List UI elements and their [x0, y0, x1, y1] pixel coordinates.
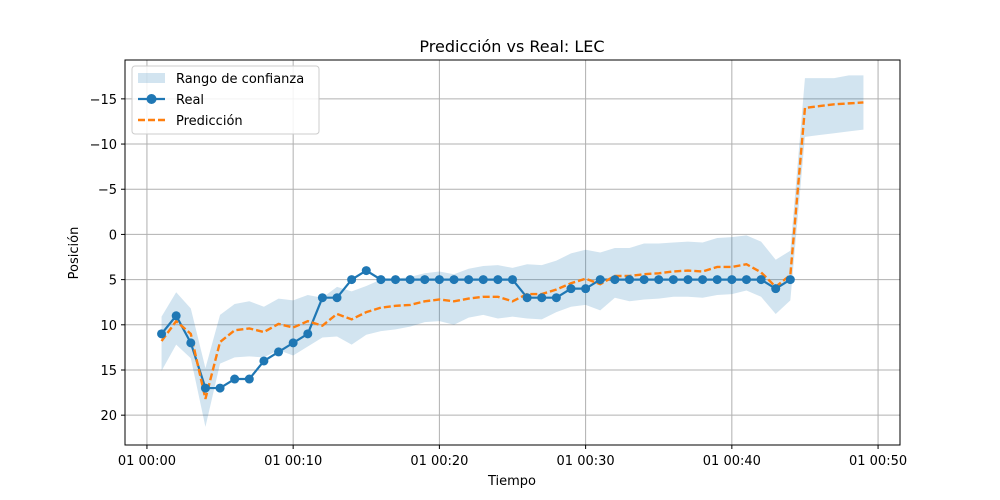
data-point-real [230, 374, 240, 384]
x-tick-label: 01 00:30 [557, 454, 615, 469]
x-tick-label: 01 00:00 [118, 454, 176, 469]
data-point-real [288, 338, 298, 348]
y-tick-label: −10 [90, 138, 117, 153]
data-point-real [683, 275, 693, 285]
data-point-real [332, 293, 342, 303]
x-tick-label: 01 00:10 [264, 454, 322, 469]
data-point-real [508, 275, 517, 285]
data-point-real [756, 275, 766, 285]
data-point-real [361, 266, 371, 276]
data-point-real [478, 275, 488, 285]
data-point-real [610, 275, 620, 285]
data-point-real [522, 293, 532, 303]
grid-lines [125, 60, 900, 445]
data-point-real [376, 275, 386, 285]
confidence-band-layer [161, 75, 864, 427]
legend-marker-real [146, 94, 157, 104]
data-point-real [391, 275, 401, 285]
data-point-real [595, 275, 605, 285]
plot-frame [124, 59, 901, 446]
data-point-real [566, 284, 576, 294]
y-tick-label: 0 [109, 228, 117, 243]
data-point-real [171, 311, 181, 321]
data-point-real [464, 275, 474, 285]
legend: Rango de confianza Real Predicción [131, 65, 320, 135]
data-point-real [771, 284, 781, 294]
data-point-real [347, 275, 357, 285]
data-point-real [537, 293, 547, 303]
y-tick-label: 20 [100, 409, 117, 424]
data-point-real [712, 275, 722, 285]
data-point-real [551, 293, 561, 303]
x-tick-label: 01 00:50 [849, 454, 907, 469]
x-axis-label: Tiempo [487, 474, 536, 489]
data-point-real [785, 275, 795, 285]
y-axis-ticks: −15 −10 −5 0 5 10 15 20 [90, 93, 125, 424]
legend-box [131, 65, 320, 135]
legend-label-band: Rango de confianza [176, 72, 304, 87]
y-tick-label: 15 [100, 364, 117, 379]
data-point-real [449, 275, 459, 285]
data-point-real [624, 275, 634, 285]
legend-label-real: Real [176, 93, 204, 108]
confidence-band [161, 75, 864, 427]
y-tick-label: −15 [90, 93, 117, 108]
data-point-real [186, 338, 196, 348]
data-point-real [727, 275, 737, 285]
legend-label-prediction: Predicción [176, 114, 243, 129]
y-axis-label: Posición [67, 227, 82, 280]
data-point-real [274, 347, 284, 357]
data-point-real [259, 356, 269, 366]
x-tick-label: 01 00:40 [703, 454, 761, 469]
data-point-real [244, 374, 254, 384]
x-tick-label: 01 00:20 [410, 454, 468, 469]
data-point-real [639, 275, 649, 285]
y-tick-label: 5 [109, 274, 117, 289]
data-point-real [215, 383, 225, 393]
series-line-prediction [160, 101, 864, 400]
y-tick-label: 10 [100, 319, 117, 334]
data-point-real [741, 275, 751, 285]
legend-swatch-band [138, 73, 165, 83]
chart-title: Predicción vs Real: LEC [419, 37, 604, 56]
x-axis-ticks: 01 00:00 01 00:10 01 00:20 01 00:30 01 00:40… [118, 445, 907, 469]
data-point-real [303, 329, 313, 339]
data-point-real [434, 275, 444, 285]
data-point-real [157, 329, 167, 339]
data-point-real [420, 275, 430, 285]
data-point-real [200, 383, 210, 393]
data-point-real [668, 275, 678, 285]
y-tick-label: −5 [98, 183, 117, 198]
data-point-real [405, 275, 415, 285]
series-layer [157, 101, 864, 400]
data-point-real [581, 284, 591, 294]
data-point-real [654, 275, 664, 285]
data-point-real [493, 275, 503, 285]
data-point-real [698, 275, 708, 285]
data-point-real [317, 293, 327, 303]
